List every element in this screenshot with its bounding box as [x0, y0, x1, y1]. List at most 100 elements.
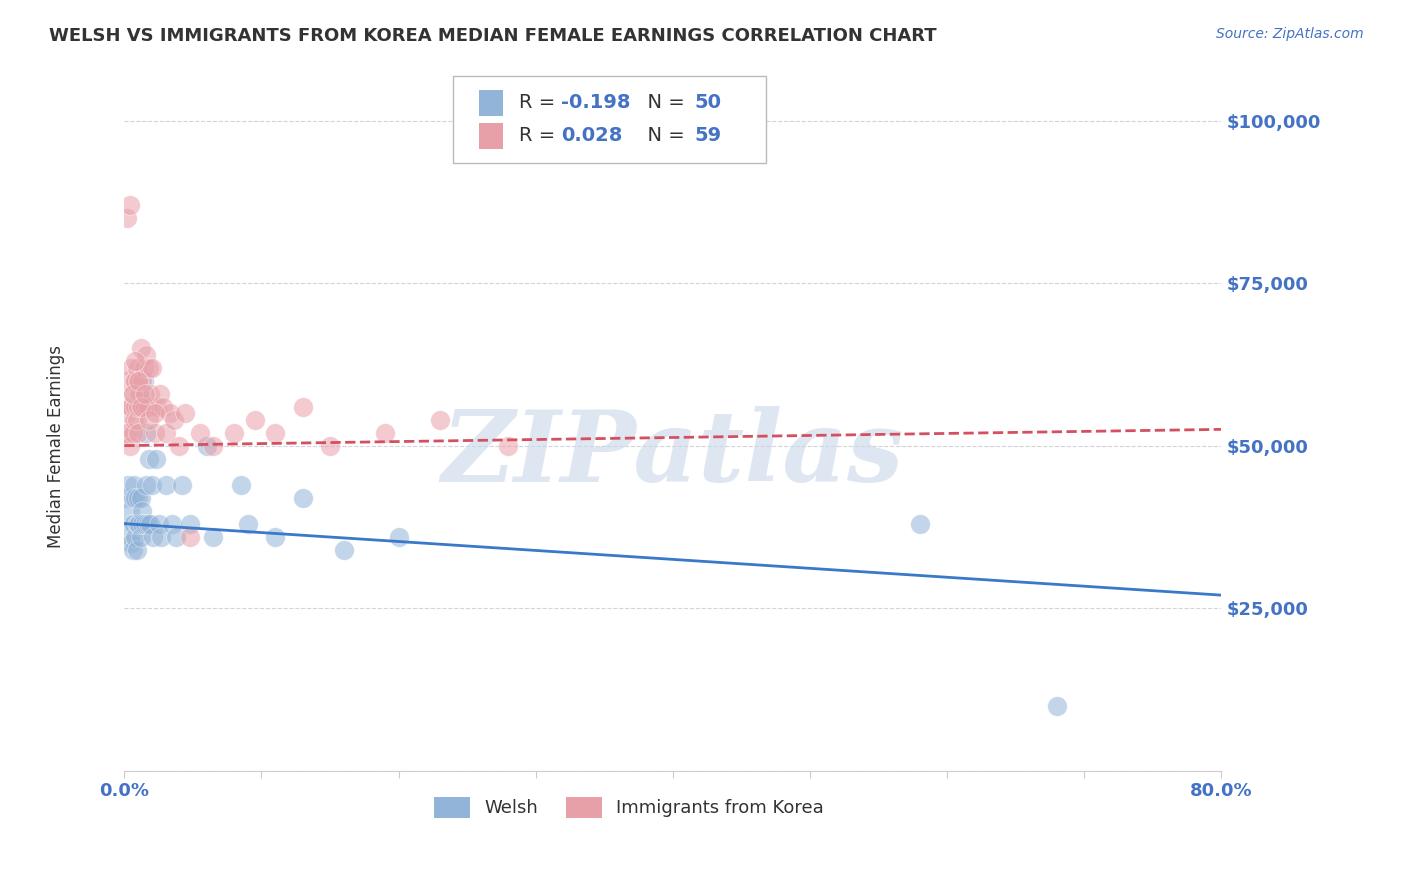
Text: R =: R = — [519, 94, 562, 112]
Point — [179, 516, 201, 531]
Point — [122, 374, 145, 388]
Point — [388, 530, 411, 544]
Point — [139, 516, 162, 531]
FancyBboxPatch shape — [478, 89, 503, 116]
Point — [132, 374, 155, 388]
Point — [121, 425, 143, 440]
Point — [188, 425, 211, 440]
Point — [131, 374, 153, 388]
Point — [138, 412, 160, 426]
Point — [134, 400, 156, 414]
Point — [229, 477, 252, 491]
Point — [159, 406, 181, 420]
Point — [264, 425, 287, 440]
Point — [908, 516, 931, 531]
Point — [163, 412, 186, 426]
Point — [125, 360, 148, 375]
Point — [129, 341, 152, 355]
Point — [128, 516, 150, 531]
Point — [118, 198, 141, 212]
Point — [155, 425, 177, 440]
Point — [122, 412, 145, 426]
Point — [125, 412, 148, 426]
Point — [115, 211, 138, 225]
Point — [429, 412, 451, 426]
Point — [120, 360, 142, 375]
Text: 0.028: 0.028 — [561, 127, 623, 145]
Point — [124, 400, 146, 414]
Point — [142, 530, 165, 544]
Point — [121, 542, 143, 557]
Point — [135, 477, 157, 491]
Text: R =: R = — [519, 127, 562, 145]
Point — [117, 477, 139, 491]
Point — [134, 516, 156, 531]
Point — [128, 374, 150, 388]
Point — [127, 425, 149, 440]
Point — [141, 360, 163, 375]
FancyBboxPatch shape — [478, 122, 503, 149]
Point — [243, 412, 266, 426]
Point — [202, 439, 225, 453]
Point — [114, 425, 136, 440]
Point — [319, 439, 342, 453]
Point — [124, 354, 146, 368]
Point — [115, 491, 138, 505]
Point — [222, 425, 245, 440]
Point — [125, 516, 148, 531]
Point — [236, 516, 259, 531]
Point — [124, 491, 146, 505]
Point — [135, 425, 157, 440]
Text: N =: N = — [634, 94, 690, 112]
Point — [141, 477, 163, 491]
Point — [127, 491, 149, 505]
Point — [124, 374, 146, 388]
Point — [128, 386, 150, 401]
Point — [117, 425, 139, 440]
Point — [138, 360, 160, 375]
Legend: Welsh, Immigrants from Korea: Welsh, Immigrants from Korea — [427, 789, 831, 825]
Point — [117, 374, 139, 388]
Point — [115, 406, 138, 420]
FancyBboxPatch shape — [454, 76, 766, 163]
Point — [136, 400, 159, 414]
Point — [132, 360, 155, 375]
Point — [145, 451, 167, 466]
Point — [150, 530, 173, 544]
Point — [124, 530, 146, 544]
Point — [166, 530, 188, 544]
Point — [121, 386, 143, 401]
Point — [374, 425, 396, 440]
Point — [128, 386, 150, 401]
Point — [127, 374, 149, 388]
Text: Source: ZipAtlas.com: Source: ZipAtlas.com — [1216, 27, 1364, 41]
Point — [136, 516, 159, 531]
Point — [131, 400, 153, 414]
Point — [333, 542, 356, 557]
Point — [118, 530, 141, 544]
Point — [170, 477, 193, 491]
Text: 50: 50 — [695, 94, 721, 112]
Point — [1046, 698, 1069, 713]
Point — [118, 400, 141, 414]
Point — [120, 516, 142, 531]
Point — [129, 400, 152, 414]
Point — [264, 530, 287, 544]
Point — [122, 516, 145, 531]
Point — [118, 503, 141, 517]
Point — [127, 400, 149, 414]
Text: -0.198: -0.198 — [561, 94, 630, 112]
Point — [143, 425, 166, 440]
Text: N =: N = — [634, 127, 690, 145]
Point — [134, 386, 156, 401]
Point — [118, 439, 141, 453]
Point — [121, 491, 143, 505]
Point — [143, 406, 166, 420]
Point — [121, 386, 143, 401]
Point — [152, 400, 174, 414]
Point — [202, 530, 225, 544]
Point — [120, 400, 142, 414]
Point — [149, 386, 172, 401]
Point — [135, 348, 157, 362]
Point — [120, 536, 142, 550]
